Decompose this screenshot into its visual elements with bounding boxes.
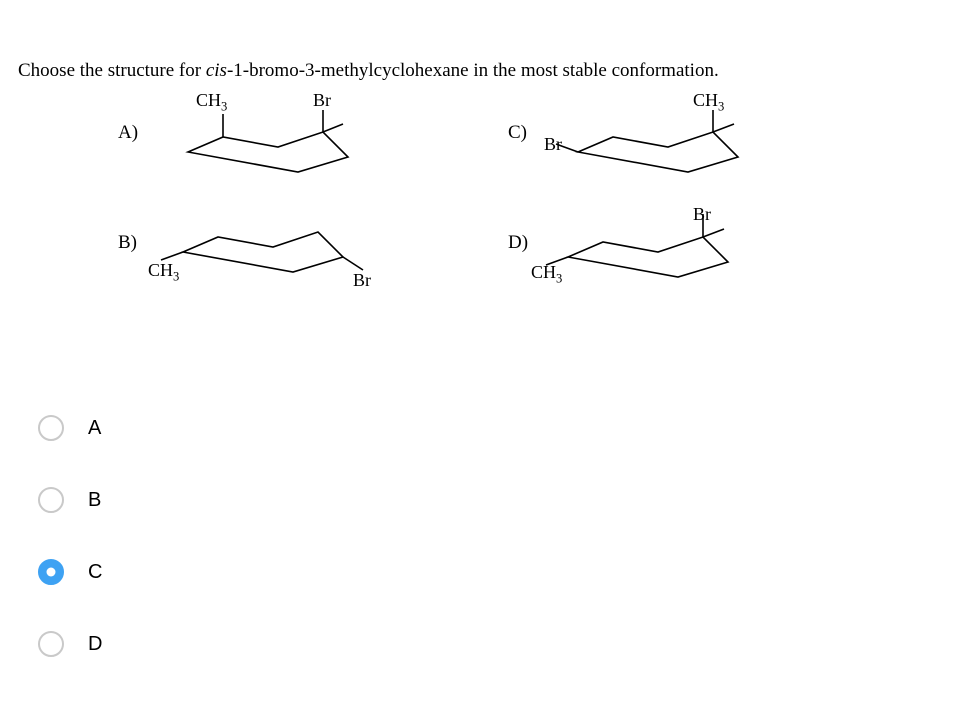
answer-list: A B C D — [18, 392, 956, 680]
label-c: C) — [508, 122, 527, 144]
ch3-c: CH3 — [693, 90, 724, 115]
answer-label-c: C — [88, 561, 102, 584]
br-d: Br — [693, 204, 711, 225]
radio-d[interactable] — [38, 631, 64, 657]
radio-c[interactable] — [38, 559, 64, 585]
label-b: B) — [118, 232, 137, 254]
br-a: Br — [313, 90, 331, 111]
ch3-a: CH3 — [196, 90, 227, 115]
label-a: A) — [118, 122, 138, 144]
answer-d[interactable]: D — [38, 608, 956, 680]
answer-label-a: A — [88, 417, 101, 440]
structures-panel: A) CH3 Br C) — [18, 92, 956, 352]
br-c: Br — [544, 134, 562, 155]
answer-a[interactable]: A — [38, 392, 956, 464]
ch3-b: CH3 — [148, 260, 179, 285]
ch3-d: CH3 — [531, 262, 562, 287]
question-text: Choose the structure for cis-1-bromo-3-m… — [18, 60, 956, 82]
q-compound: cis — [206, 60, 227, 81]
answer-c[interactable]: C — [38, 536, 956, 608]
chair-c — [548, 102, 778, 182]
answer-label-d: D — [88, 633, 102, 656]
br-b: Br — [353, 270, 371, 291]
chair-b — [153, 212, 383, 292]
answer-b[interactable]: B — [38, 464, 956, 536]
q-rest: -1-bromo-3-methylcyclohexane in the most… — [227, 60, 719, 81]
q-prefix: Choose the structure for — [18, 60, 206, 81]
radio-b[interactable] — [38, 487, 64, 513]
answer-label-b: B — [88, 489, 101, 512]
chair-d — [538, 202, 768, 292]
radio-a[interactable] — [38, 415, 64, 441]
label-d: D) — [508, 232, 528, 254]
